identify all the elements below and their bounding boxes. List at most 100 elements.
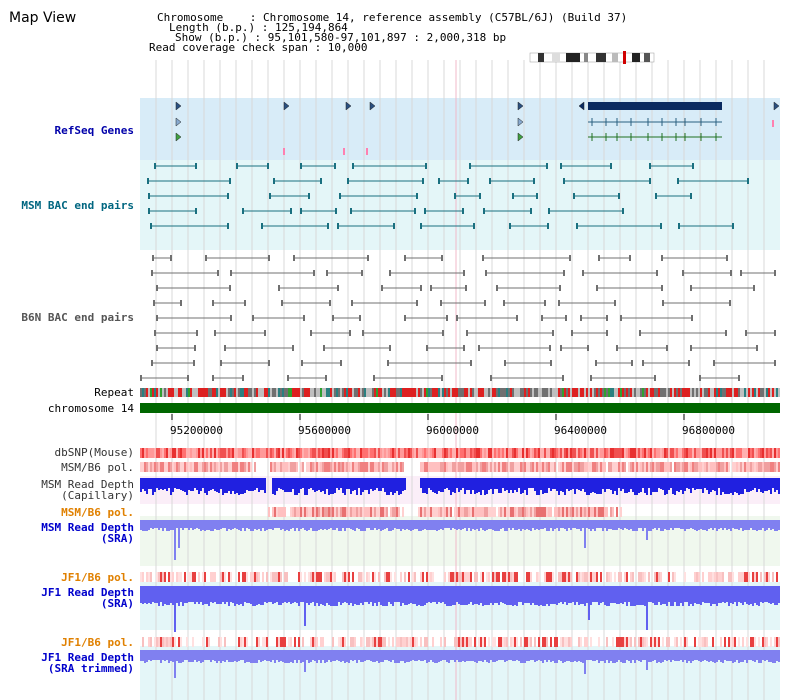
- depth-bar: [610, 650, 612, 661]
- bac-end: [484, 300, 486, 306]
- depth-bar: [452, 650, 454, 660]
- bac-end: [549, 345, 551, 351]
- bac-end: [713, 360, 715, 366]
- heat-cell: [776, 462, 778, 472]
- heat-cell: [340, 507, 342, 517]
- repeat-segment: [412, 388, 414, 397]
- track-label-chromosome[interactable]: chromosome 14: [47, 402, 134, 415]
- heat-cell: [588, 507, 590, 517]
- heat-cell: [354, 637, 356, 647]
- heat-cell: [396, 448, 398, 458]
- track-label-jf1-b6-pol-2[interactable]: JF1/B6 pol.: [61, 636, 134, 649]
- bac-end: [622, 208, 624, 214]
- repeat-segment: [222, 388, 224, 397]
- heat-cell: [530, 507, 532, 517]
- depth-bar: [448, 478, 450, 490]
- track-label-jf1-depth-trimmed[interactable]: JF1 Read Depth (SRA trimmed): [41, 651, 134, 675]
- depth-bar: [240, 586, 242, 604]
- repeat-segment: [564, 388, 566, 397]
- depth-bar: [236, 586, 238, 604]
- depth-bar: [338, 586, 340, 602]
- track-label-msm-b6-pol-1[interactable]: MSM/B6 pol.: [61, 461, 134, 474]
- bac-end: [229, 285, 231, 291]
- heat-cell: [206, 462, 208, 472]
- heat-cell: [568, 507, 570, 517]
- track-label-refseq[interactable]: RefSeq Genes: [54, 124, 134, 137]
- depth-bar: [394, 650, 396, 663]
- repeat-segment: [696, 388, 698, 397]
- depth-bar: [360, 478, 362, 495]
- track-label-msm-depth-capillary[interactable]: MSM Read Depth (Capillary): [41, 478, 134, 502]
- heat-cell: [376, 448, 378, 458]
- depth-bar: [518, 586, 520, 602]
- bac-end: [590, 375, 592, 381]
- track-label-msm-bac[interactable]: MSM BAC end pairs: [21, 199, 134, 212]
- depth-bar: [226, 520, 228, 531]
- heat-cell: [494, 448, 496, 458]
- bac-end: [563, 178, 565, 184]
- depth-bar: [586, 478, 588, 495]
- repeat-segment: [268, 388, 270, 397]
- track-label-b6n-bac[interactable]: B6N BAC end pairs: [21, 311, 134, 324]
- depth-bar: [394, 520, 396, 528]
- depth-bar: [734, 586, 736, 602]
- bac-end: [740, 270, 742, 276]
- track-label-jf1-b6-pol-1[interactable]: JF1/B6 pol.: [61, 571, 134, 584]
- depth-bar: [690, 586, 692, 604]
- track-label-msm-depth-sra[interactable]: MSM Read Depth (SRA): [41, 521, 134, 545]
- heat-cell: [536, 572, 538, 582]
- track-label-msm-b6-pol-2[interactable]: MSM/B6 pol.: [61, 506, 134, 519]
- heat-cell: [758, 462, 760, 472]
- heat-cell: [470, 572, 472, 582]
- repeat-segment: [714, 388, 716, 397]
- depth-bar: [456, 478, 458, 488]
- depth-bar: [574, 520, 576, 528]
- depth-bar: [616, 520, 618, 530]
- repeat-segment: [634, 388, 636, 397]
- depth-bar: [596, 478, 598, 494]
- heat-cell: [642, 572, 644, 582]
- repeat-segment: [630, 388, 632, 397]
- heat-cell: [406, 448, 408, 458]
- depth-bar: [488, 650, 490, 663]
- depth-bar: [692, 478, 694, 488]
- heat-cell: [572, 462, 574, 472]
- heat-cell: [512, 448, 514, 458]
- heat-cell: [464, 448, 466, 458]
- heat-cell: [754, 462, 756, 472]
- heat-cell: [284, 507, 286, 517]
- depth-bar: [680, 478, 682, 490]
- heat-cell: [142, 637, 144, 647]
- heat-cell: [362, 507, 364, 517]
- track-label-jf1-depth-sra[interactable]: JF1 Read Depth (SRA): [41, 586, 134, 610]
- heat-cell: [382, 448, 384, 458]
- depth-bar: [450, 586, 452, 606]
- ideogram-band: [596, 53, 606, 62]
- depth-bar: [354, 520, 356, 531]
- depth-bar: [480, 478, 482, 495]
- heat-cell: [672, 572, 674, 582]
- depth-bar: [210, 650, 212, 662]
- depth-bar: [474, 478, 476, 494]
- heat-cell: [290, 637, 292, 647]
- heat-cell: [382, 507, 384, 517]
- depth-bar: [520, 478, 522, 494]
- depth-bar: [454, 650, 456, 662]
- depth-bar: [516, 520, 518, 530]
- heat-cell: [332, 572, 334, 582]
- track-label-dbsnp[interactable]: dbSNP(Mouse): [54, 446, 134, 459]
- depth-bar: [554, 650, 556, 663]
- heat-cell: [342, 507, 344, 517]
- depth-bar: [144, 478, 146, 491]
- heat-cell: [202, 448, 204, 458]
- bac-end: [156, 285, 158, 291]
- repeat-segment: [462, 388, 464, 397]
- heat-cell: [338, 462, 340, 472]
- heat-cell: [316, 462, 318, 472]
- heat-cell: [334, 507, 336, 517]
- track-label-repeat[interactable]: Repeat: [94, 386, 134, 399]
- heat-cell: [670, 448, 672, 458]
- depth-bar: [598, 520, 600, 528]
- heat-cell: [168, 448, 170, 458]
